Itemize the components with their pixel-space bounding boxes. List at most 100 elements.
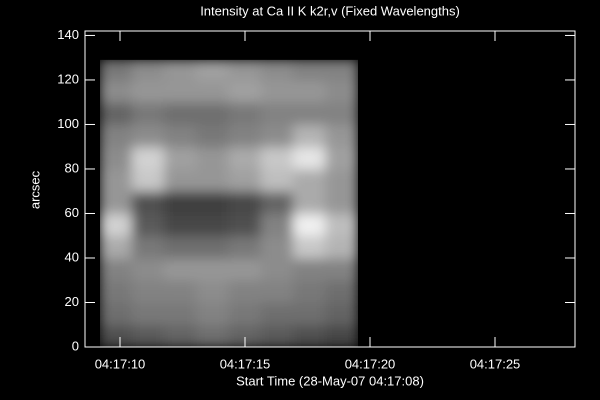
image-cell	[164, 59, 198, 81]
image-cell	[164, 235, 198, 259]
image-cell	[260, 123, 294, 148]
image-cell	[196, 168, 230, 192]
image-cell	[100, 257, 133, 281]
x-axis-label: Start Time (28-May-07 04:17:08)	[236, 373, 424, 388]
x-tick-label: 04:17:15	[220, 356, 271, 371]
image-cell	[228, 301, 262, 326]
image-cell	[260, 101, 294, 125]
image-cell	[325, 168, 358, 192]
image-cell	[100, 301, 133, 326]
image-cell	[293, 324, 327, 348]
image-cell	[100, 168, 133, 192]
image-cell	[260, 146, 294, 170]
y-tick-label: 60	[65, 205, 79, 220]
image-cell	[164, 257, 198, 281]
image-cell	[196, 79, 230, 103]
image-cell	[196, 324, 230, 348]
y-tick-label: 80	[65, 160, 79, 175]
image-cell	[260, 324, 294, 348]
image-cell	[131, 101, 165, 125]
image-cell	[131, 123, 165, 148]
image-cell	[260, 257, 294, 281]
y-tick-label: 120	[57, 71, 79, 86]
chart-title: Intensity at Ca II K k2r,v (Fixed Wavele…	[200, 3, 460, 18]
image-cell	[260, 235, 294, 259]
y-axis-label: arcsec	[27, 170, 42, 209]
image-cell	[164, 324, 198, 348]
image-cell	[228, 79, 262, 103]
x-tick-label: 04:17:10	[95, 356, 146, 371]
image-cell	[196, 235, 230, 259]
image-cell	[131, 279, 165, 303]
image-cell	[260, 190, 294, 214]
image-cell	[196, 190, 230, 214]
image-cell	[131, 301, 165, 326]
y-tick-label: 0	[72, 338, 79, 353]
x-tick-label: 04:17:25	[470, 356, 521, 371]
y-tick-label: 140	[57, 27, 79, 42]
image-cell	[228, 257, 262, 281]
image-cell	[100, 235, 133, 259]
image-cell	[131, 146, 165, 170]
image-cell	[293, 168, 327, 192]
image-cell	[131, 212, 165, 237]
image-cell	[100, 146, 133, 170]
image-cell	[100, 79, 133, 103]
image-cell	[228, 123, 262, 148]
image-cell	[325, 324, 358, 348]
image-cell	[293, 59, 327, 81]
image-cell	[196, 257, 230, 281]
image-cell	[164, 190, 198, 214]
image-cell	[260, 212, 294, 237]
image-cell	[325, 301, 358, 326]
y-tick-label: 20	[65, 294, 79, 309]
image-cell	[325, 123, 358, 148]
image-cell	[325, 79, 358, 103]
image-cell	[164, 212, 198, 237]
image-cell	[100, 59, 133, 81]
image-cell	[131, 168, 165, 192]
y-tick-label: 100	[57, 116, 79, 131]
image-cell	[100, 212, 133, 237]
image-cell	[293, 212, 327, 237]
image-cell	[164, 279, 198, 303]
image-cell	[260, 301, 294, 326]
image-cell	[100, 324, 133, 348]
image-cell	[325, 59, 358, 81]
image-cell	[131, 79, 165, 103]
image-cell	[228, 101, 262, 125]
image-cell	[293, 279, 327, 303]
image-cell	[164, 168, 198, 192]
image-cell	[100, 101, 133, 125]
image-cell	[100, 279, 133, 303]
image-cell	[228, 279, 262, 303]
image-cell	[325, 235, 358, 259]
image-cell	[260, 279, 294, 303]
image-cells	[100, 59, 358, 348]
image-cell	[293, 101, 327, 125]
image-cell	[228, 235, 262, 259]
image-cell	[325, 101, 358, 125]
image	[100, 59, 358, 348]
image-cell	[100, 123, 133, 148]
image-cell	[228, 324, 262, 348]
image-cell	[325, 279, 358, 303]
image-cell	[164, 79, 198, 103]
image-cell	[228, 146, 262, 170]
image-cell	[196, 279, 230, 303]
image-cell	[164, 146, 198, 170]
image-cell	[196, 212, 230, 237]
image-cell	[196, 301, 230, 326]
image-cell	[293, 79, 327, 103]
image-cell	[260, 168, 294, 192]
image-cell	[164, 123, 198, 148]
image-cell	[293, 257, 327, 281]
image-cell	[325, 257, 358, 281]
image-cell	[228, 168, 262, 192]
image-cell	[260, 59, 294, 81]
image-cell	[196, 146, 230, 170]
image-cell	[325, 190, 358, 214]
image-cell	[100, 190, 133, 214]
